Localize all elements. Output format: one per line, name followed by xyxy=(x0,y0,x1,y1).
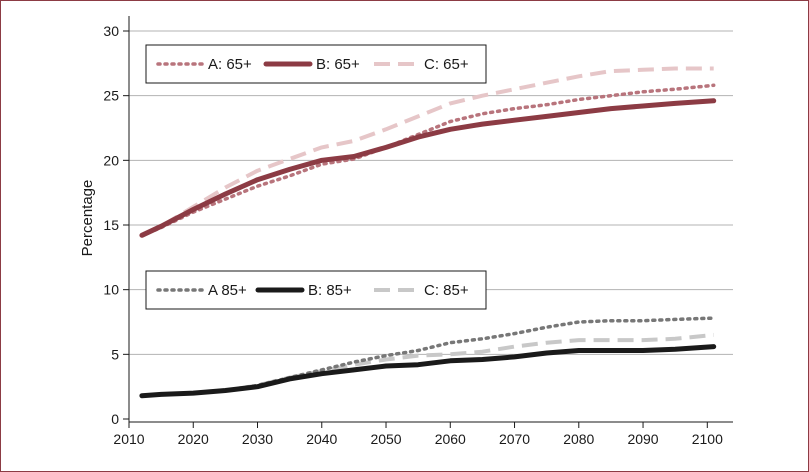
legend-label: C: 85+ xyxy=(424,282,469,299)
y-tick-label: 25 xyxy=(103,88,119,104)
x-tick-label: 2010 xyxy=(113,431,144,447)
x-tick-label: 2100 xyxy=(692,431,723,447)
x-tick-label: 2080 xyxy=(563,431,594,447)
x-tick-label: 2030 xyxy=(242,431,273,447)
y-tick-label: 30 xyxy=(103,23,119,39)
legend-label: B: 65+ xyxy=(316,56,360,73)
y-tick-label: 15 xyxy=(103,217,119,233)
series-line-a-65 xyxy=(140,83,716,238)
x-tick-label: 2040 xyxy=(306,431,337,447)
legend-85plus: A 85+ B: 85+ C: 85+ xyxy=(145,270,487,310)
axes: 0 5 10 15 20 25 30 2010 2020 2030 2040 2050 2060 2070… xyxy=(103,16,733,447)
y-tick-label: 20 xyxy=(103,152,119,168)
y-tick-label: 5 xyxy=(111,346,119,362)
x-tick-label: 2060 xyxy=(435,431,466,447)
series-line-b-85 xyxy=(139,344,717,399)
x-tick-label: 2090 xyxy=(627,431,658,447)
series-layer xyxy=(139,66,717,399)
legend-label: A: 65+ xyxy=(208,56,252,73)
legend-label: C: 65+ xyxy=(424,56,469,73)
legend-label: B: 85+ xyxy=(308,282,352,299)
x-tick-label: 2070 xyxy=(499,431,530,447)
legend-65plus: A: 65+ B: 65+ C: 65+ xyxy=(145,44,487,84)
y-tick-label: 0 xyxy=(111,411,119,427)
series-line-c-65 xyxy=(141,66,714,238)
legend-label: A 85+ xyxy=(208,282,247,299)
y-axis-title: Percentage xyxy=(79,180,96,257)
y-tick-label: 10 xyxy=(103,282,119,298)
series-line-b-65 xyxy=(139,98,717,238)
x-tick-label: 2020 xyxy=(178,431,209,447)
x-tick-label: 2050 xyxy=(370,431,401,447)
